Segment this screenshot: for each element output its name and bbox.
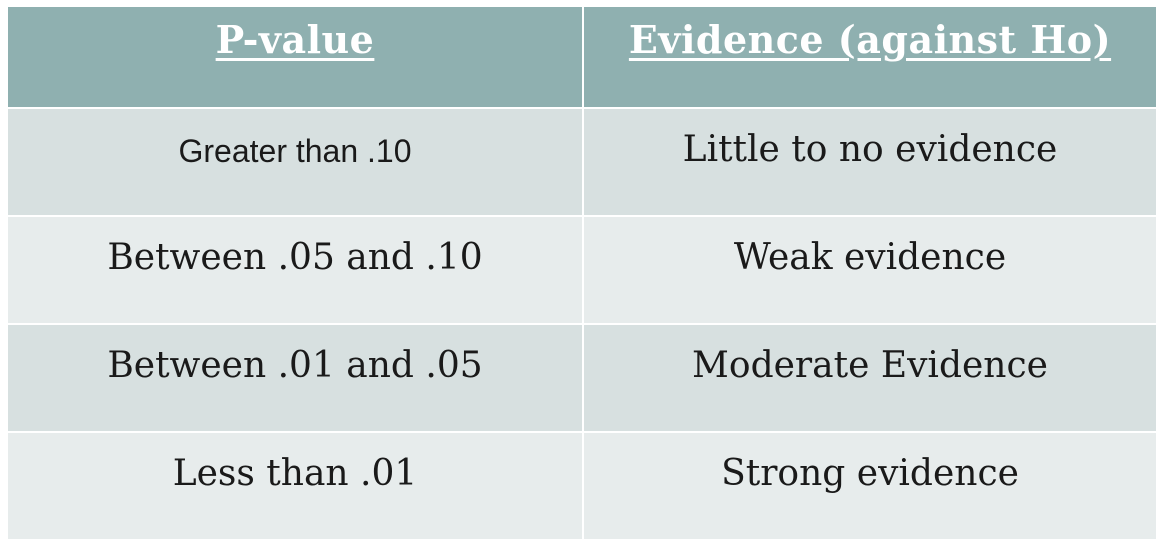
header-label-evidence: Evidence (against Ho): [628, 17, 1112, 62]
table-header-row: P-value Evidence (against Ho): [6, 5, 1158, 109]
pvalue-range: Between .01 and .05: [107, 345, 483, 386]
table-row: Between .01 and .05 Moderate Evidence: [6, 323, 1158, 433]
pvalue-range: Greater than .10: [178, 133, 412, 169]
table-cell: Strong evidence: [582, 431, 1158, 541]
table-cell: Greater than .10: [6, 107, 584, 217]
table-row: Less than .01 Strong evidence: [6, 431, 1158, 541]
evidence-level: Weak evidence: [733, 237, 1007, 278]
table-cell: Less than .01: [6, 431, 584, 541]
table-row: Between .05 and .10 Weak evidence: [6, 215, 1158, 325]
evidence-level: Strong evidence: [721, 453, 1019, 494]
table-cell: Moderate Evidence: [582, 323, 1158, 433]
table-cell: Little to no evidence: [582, 107, 1158, 217]
pvalue-range: Between .05 and .10: [107, 237, 483, 278]
table-row: Greater than .10 Little to no evidence: [6, 107, 1158, 217]
header-cell-pvalue: P-value: [6, 5, 584, 109]
table-cell: Between .05 and .10: [6, 215, 584, 325]
evidence-level: Little to no evidence: [682, 129, 1058, 170]
header-label-pvalue: P-value: [215, 17, 375, 62]
evidence-level: Moderate Evidence: [692, 345, 1048, 386]
pvalue-range: Less than .01: [172, 453, 418, 494]
evidence-table: P-value Evidence (against Ho) Greater th…: [6, 5, 1158, 541]
header-cell-evidence: Evidence (against Ho): [582, 5, 1158, 109]
table-cell: Weak evidence: [582, 215, 1158, 325]
table-cell: Between .01 and .05: [6, 323, 584, 433]
